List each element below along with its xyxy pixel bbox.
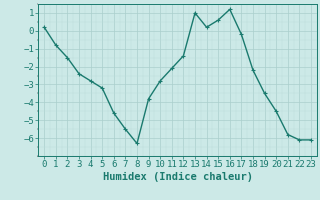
X-axis label: Humidex (Indice chaleur): Humidex (Indice chaleur) [103,172,252,182]
